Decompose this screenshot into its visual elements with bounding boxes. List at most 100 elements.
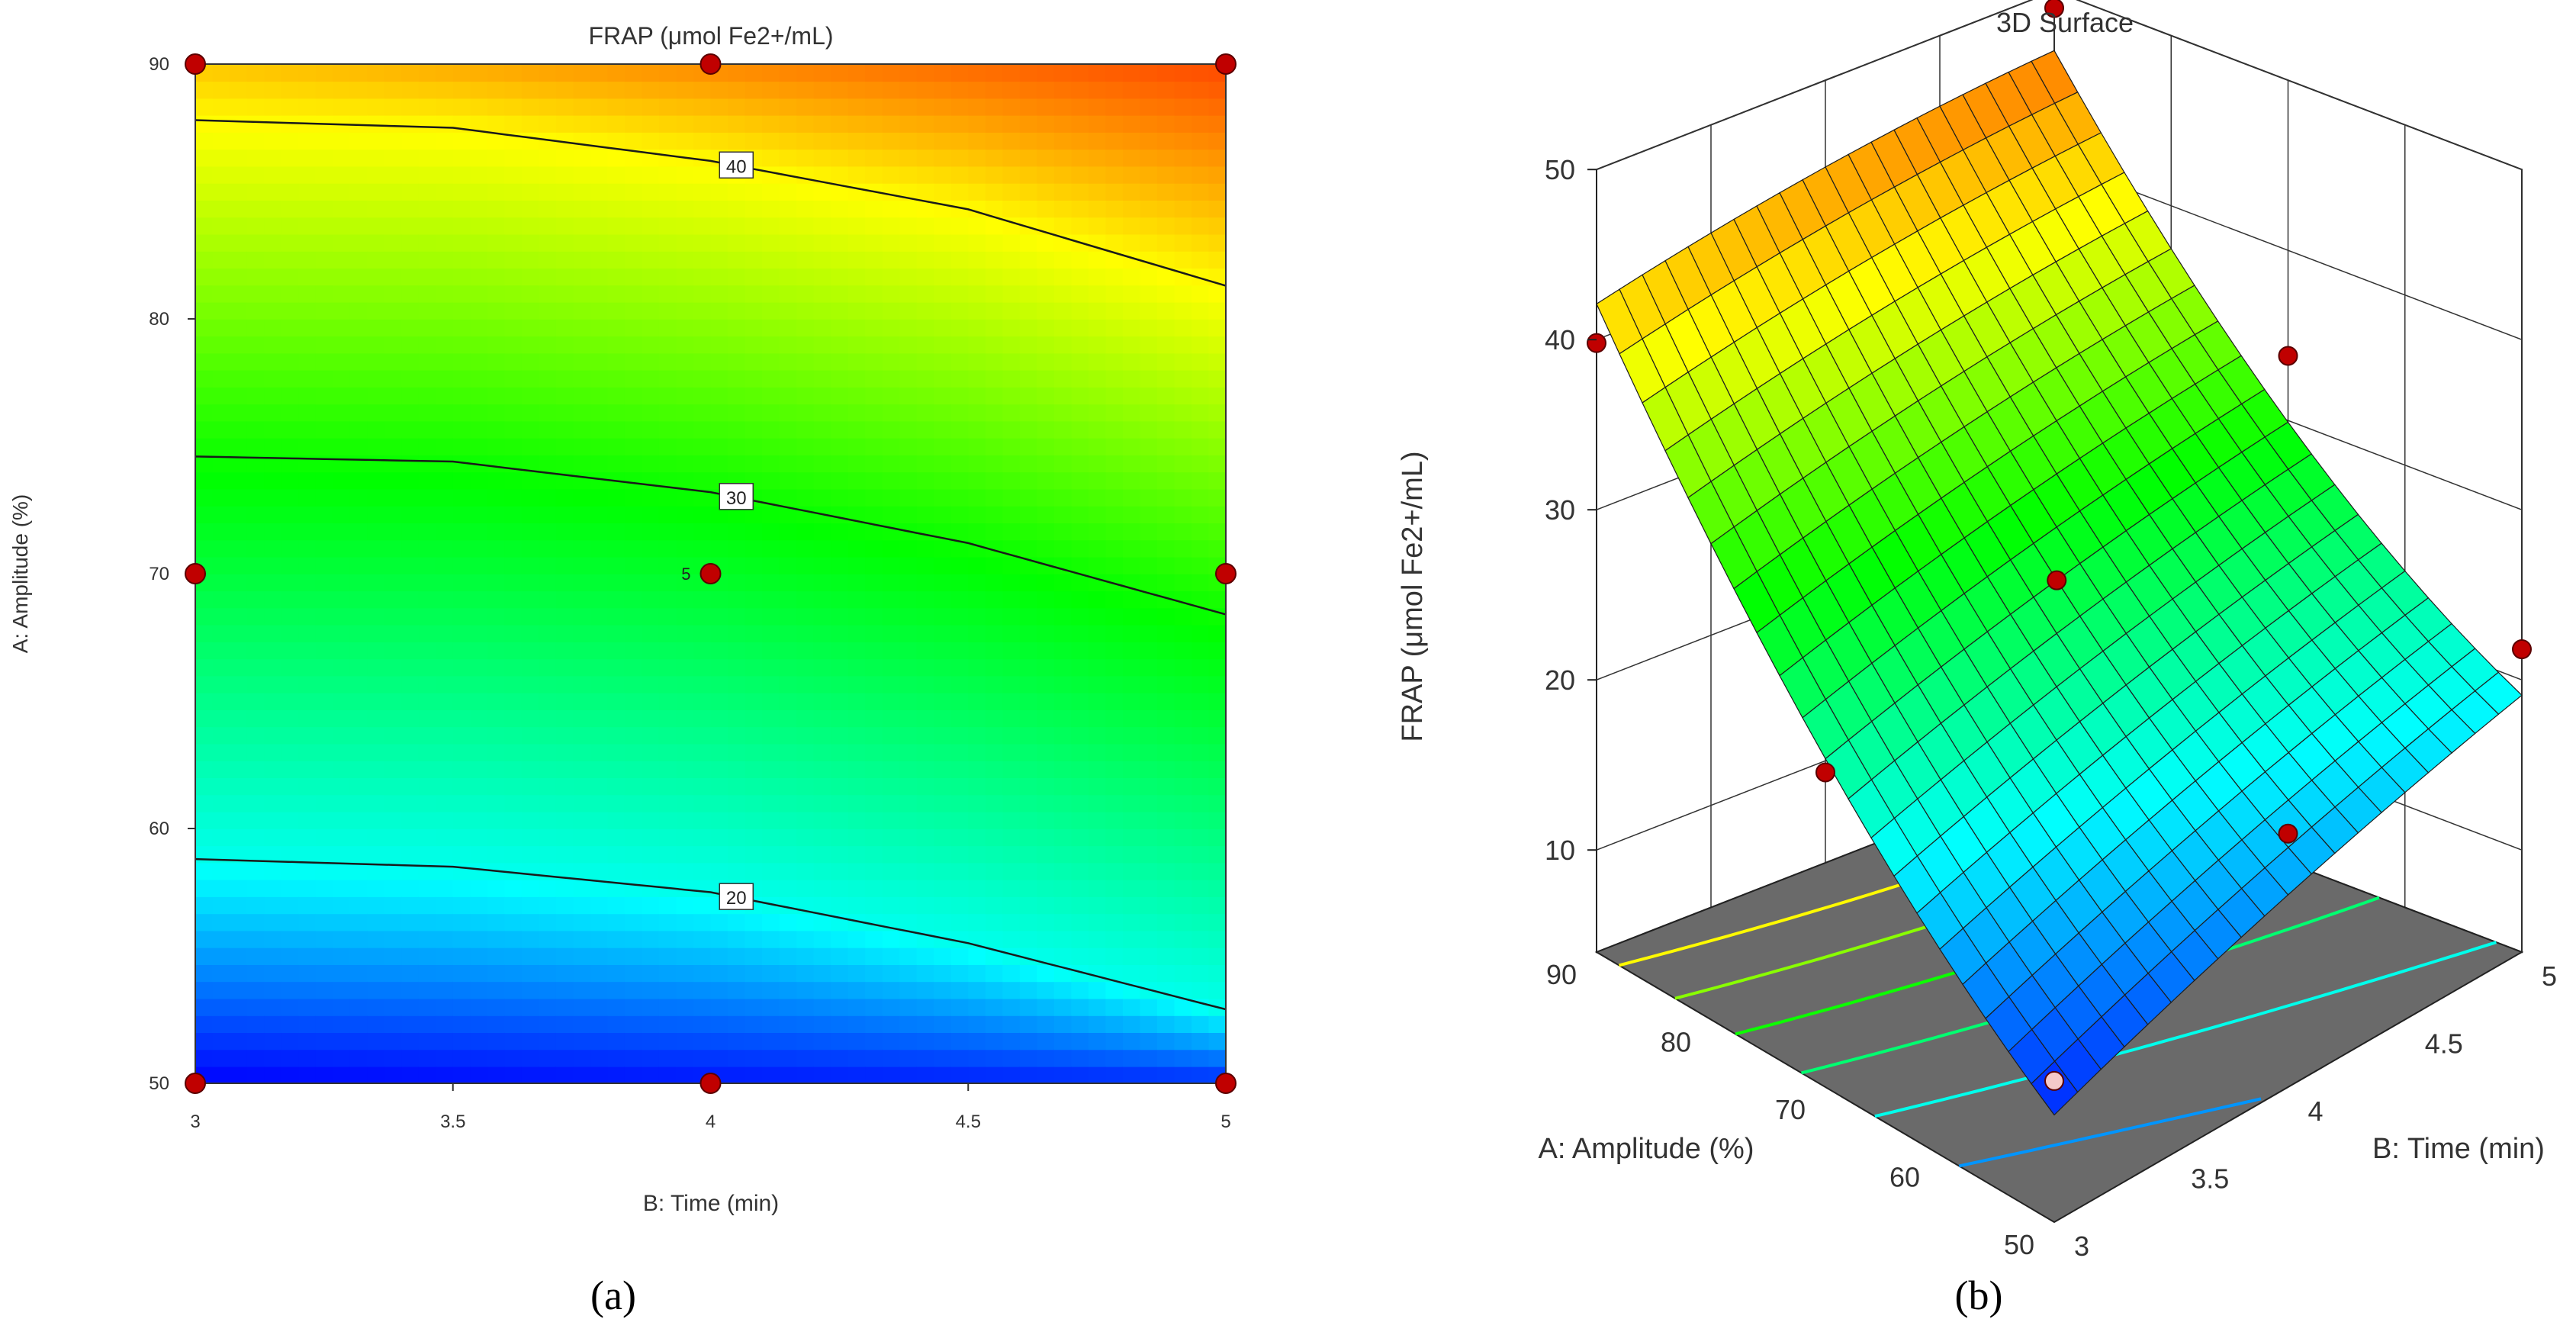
contour-fill-cell <box>264 81 282 99</box>
contour-fill-cell <box>418 539 436 558</box>
contour-fill-cell <box>968 777 986 796</box>
contour-fill-cell <box>315 862 333 880</box>
contour-fill-cell <box>315 930 333 948</box>
contour-fill-cell <box>1105 743 1124 761</box>
contour-fill-cell <box>418 692 436 710</box>
contour-fill-cell <box>796 268 815 286</box>
contour-fill-cell <box>847 675 866 693</box>
contour-fill-cell <box>728 336 746 354</box>
contour-fill-cell <box>762 182 780 201</box>
contour-fill-cell <box>710 845 728 864</box>
contour-fill-cell <box>212 539 230 558</box>
contour-fill-cell <box>762 352 780 371</box>
contour-fill-cell <box>573 285 591 303</box>
contour-fill-cell <box>847 642 866 660</box>
contour-fill-cell <box>624 250 643 269</box>
contour-fill-cell <box>1105 505 1124 523</box>
contour-fill-cell <box>1071 455 1089 473</box>
contour-fill-cell <box>813 81 831 99</box>
contour-fill-cell <box>934 387 952 405</box>
contour-fill-cell <box>487 726 506 745</box>
contour-fill-cell <box>642 879 660 897</box>
contour-fill-cell <box>847 862 866 880</box>
contour-fill-cell <box>985 590 1004 609</box>
contour-fill-cell <box>831 1032 849 1050</box>
contour-fill-cell <box>693 420 712 439</box>
contour-fill-cell <box>230 217 248 235</box>
contour-fill-cell <box>1019 182 1038 201</box>
contour-fill-cell <box>985 913 1004 931</box>
contour-fill-cell <box>607 624 626 642</box>
contour-fill-cell <box>349 947 368 965</box>
contour-fill-cell <box>487 523 506 541</box>
contour-fill-cell <box>642 862 660 880</box>
contour-fill-cell <box>744 217 763 235</box>
contour-fill-cell <box>1088 250 1107 269</box>
contour-fill-cell <box>1208 726 1226 745</box>
contour-fill-cell <box>504 149 523 167</box>
contour-fill-cell <box>281 862 299 880</box>
contour-fill-cell <box>573 352 591 371</box>
contour-fill-cell <box>796 794 815 812</box>
contour-fill-cell <box>470 369 488 388</box>
contour-fill-cell <box>624 556 643 574</box>
contour-fill-cell <box>298 352 317 371</box>
contour-fill-cell <box>264 336 282 354</box>
contour-fill-cell <box>1122 64 1141 82</box>
contour-fill-cell <box>985 607 1004 626</box>
contour-fill-cell <box>1105 166 1124 184</box>
contour-fill-cell <box>693 166 712 184</box>
contour-fill-cell <box>934 811 952 829</box>
contour-fill-cell <box>195 488 214 507</box>
contour-fill-cell <box>504 760 523 778</box>
contour-fill-cell <box>246 760 265 778</box>
contour-fill-cell <box>333 930 351 948</box>
contour-fill-cell <box>1192 336 1210 354</box>
contour-fill-cell <box>762 913 780 931</box>
contour-fill-cell <box>934 879 952 897</box>
contour-fill-cell <box>1071 285 1089 303</box>
contour-fill-cell <box>264 250 282 269</box>
contour-fill-cell <box>693 658 712 677</box>
contour-fill-cell <box>487 658 506 677</box>
contour-fill-cell <box>728 200 746 218</box>
contour-fill-cell <box>212 404 230 422</box>
contour-fill-cell <box>504 947 523 965</box>
contour-fill-cell <box>401 998 420 1016</box>
contour-fill-cell <box>521 590 540 609</box>
contour-fill-cell <box>384 387 402 405</box>
contour-fill-cell <box>555 590 574 609</box>
contour-fill-cell <box>1174 250 1192 269</box>
contour-fill-cell <box>968 590 986 609</box>
contour-fill-cell <box>401 930 420 948</box>
contour-fill-cell <box>728 437 746 455</box>
contour-fill-cell <box>418 200 436 218</box>
contour-fill-cell <box>470 387 488 405</box>
contour-fill-cell <box>315 794 333 812</box>
contour-fill-cell <box>728 811 746 829</box>
contour-fill-cell <box>504 539 523 558</box>
contour-fill-cell <box>847 369 866 388</box>
contour-fill-cell <box>693 319 712 337</box>
contour-fill-cell <box>899 777 918 796</box>
contour-fill-cell <box>676 539 694 558</box>
contour-fill-cell <box>1122 1015 1141 1033</box>
contour-fill-cell <box>452 743 471 761</box>
contour-fill-cell <box>539 539 557 558</box>
contour-fill-cell <box>539 81 557 99</box>
contour-fill-cell <box>744 505 763 523</box>
contour-fill-cell <box>934 675 952 693</box>
contour-fill-cell <box>796 200 815 218</box>
contour-fill-cell <box>1019 523 1038 541</box>
contour-fill-cell <box>521 709 540 728</box>
contour-fill-cell <box>813 777 831 796</box>
contour-fill-cell <box>1019 675 1038 693</box>
contour-fill-cell <box>1037 574 1055 592</box>
contour-fill-cell <box>1208 539 1226 558</box>
contour-fill-cell <box>521 743 540 761</box>
contour-fill-cell <box>642 132 660 150</box>
contour-fill-cell <box>950 607 969 626</box>
contour-fill-cell <box>349 420 368 439</box>
contour-fill-cell <box>658 1015 677 1033</box>
